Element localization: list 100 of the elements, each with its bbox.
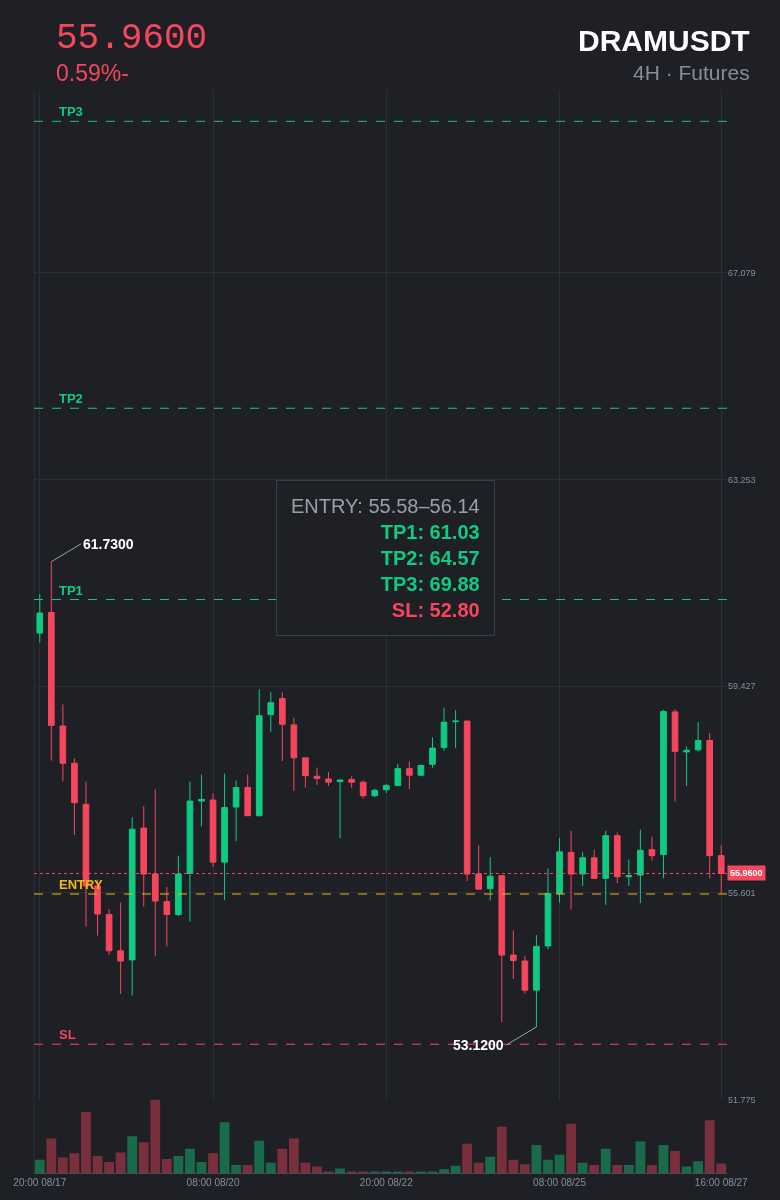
candlestick — [186, 781, 194, 923]
y-tick-label: 59.427 — [728, 681, 756, 692]
candlestick — [382, 783, 390, 794]
annotation: SL: 52.80 — [391, 599, 480, 621]
bar — [104, 1161, 114, 1173]
bar — [161, 1159, 172, 1173]
candlestick — [510, 929, 517, 980]
text: 0.59%- — [56, 60, 129, 86]
bar — [277, 1148, 288, 1173]
candlestick — [533, 934, 540, 1028]
bar — [127, 1136, 138, 1173]
annotation: TP3: 69.88 — [380, 573, 480, 595]
chart-subtitle: 4H · Futures — [633, 61, 750, 84]
candlestick — [290, 717, 298, 792]
bar — [531, 1145, 542, 1173]
bar — [185, 1148, 195, 1173]
x-tick-label: 20:00 08/17 — [13, 1177, 67, 1188]
candlestick — [417, 764, 425, 777]
bar — [577, 1162, 588, 1173]
candlestick — [232, 780, 240, 842]
ref-line-label: 55.9600 — [730, 868, 763, 878]
x-tick-label: 08:00 08/25 — [533, 1177, 587, 1188]
bar — [693, 1161, 704, 1173]
ref-line-label: TP3 — [59, 104, 83, 119]
candlestick — [683, 746, 690, 787]
bar — [335, 1168, 345, 1173]
candlestick — [336, 778, 344, 839]
candlestick — [244, 774, 251, 817]
bar — [288, 1138, 299, 1173]
candlestick — [521, 955, 529, 994]
bar — [612, 1164, 623, 1173]
y-tick-label: 67.079 — [728, 267, 756, 278]
bar — [81, 1112, 91, 1173]
bar — [543, 1159, 553, 1173]
bar — [600, 1148, 611, 1173]
bar — [173, 1156, 184, 1173]
candlestick — [394, 763, 402, 787]
bar — [231, 1164, 242, 1173]
x-tick-label: 16:00 08/27 — [694, 1177, 749, 1188]
candlestick — [175, 855, 182, 917]
candlestick — [637, 829, 644, 904]
bar — [462, 1143, 473, 1173]
bar — [566, 1123, 576, 1173]
annotation: ENTRY: 55.58–56.14 — [291, 495, 480, 517]
annotation: 61.7300 — [83, 536, 134, 552]
x-tick-label: 20:00 08/22 — [359, 1177, 414, 1188]
bar — [115, 1152, 126, 1173]
bar — [34, 1159, 45, 1173]
candlestick — [209, 793, 217, 868]
candlestick — [128, 816, 136, 997]
candlestick — [429, 736, 436, 769]
bar — [254, 1140, 265, 1173]
bar — [208, 1153, 218, 1173]
candlestick — [59, 703, 67, 783]
candlestick — [302, 757, 309, 789]
bar — [265, 1162, 276, 1173]
candlestick — [452, 709, 459, 749]
annotation: TP2: 64.57 — [380, 547, 480, 569]
candlestick — [221, 773, 228, 901]
candlestick — [486, 856, 494, 901]
candlestick — [544, 868, 552, 950]
annotation: 53.1200 — [453, 1037, 504, 1053]
candlestick — [198, 774, 205, 827]
x-tick-label: 08:00 08/20 — [186, 1177, 240, 1188]
candlestick — [279, 691, 286, 762]
ref-line-label: SL — [59, 1027, 76, 1042]
candlestick — [105, 908, 113, 956]
bar — [589, 1164, 600, 1173]
bar — [219, 1122, 230, 1173]
candlestick — [313, 767, 321, 786]
candlestick — [325, 771, 332, 787]
candlestick — [660, 709, 667, 879]
text: 55.9600 — [56, 18, 208, 59]
candlestick — [267, 691, 275, 733]
annotation: TP1: 61.03 — [380, 521, 480, 543]
bar — [69, 1153, 80, 1173]
candlestick — [48, 561, 55, 762]
bar — [312, 1166, 322, 1173]
candlestick — [579, 851, 586, 887]
candlestick — [163, 886, 171, 947]
bar — [57, 1157, 68, 1173]
candlestick — [348, 775, 355, 789]
bar — [439, 1169, 449, 1173]
bar — [485, 1156, 496, 1173]
candlestick — [648, 836, 656, 862]
candlestick — [671, 708, 679, 803]
candlestick — [71, 757, 78, 836]
bar — [92, 1156, 103, 1173]
bar — [658, 1145, 669, 1173]
candlestick — [625, 858, 633, 887]
candlestick — [255, 688, 263, 818]
ref-line-label: TP1 — [59, 583, 83, 598]
ref-line-label: TP2 — [59, 391, 83, 406]
bar — [46, 1138, 57, 1173]
candlestick — [440, 707, 448, 752]
y-tick-label: 51.775 — [728, 1094, 756, 1105]
chart-title: DRAMUSDT — [578, 24, 750, 57]
candlestick — [556, 837, 563, 904]
bar — [473, 1162, 484, 1173]
candlestick — [359, 780, 367, 799]
